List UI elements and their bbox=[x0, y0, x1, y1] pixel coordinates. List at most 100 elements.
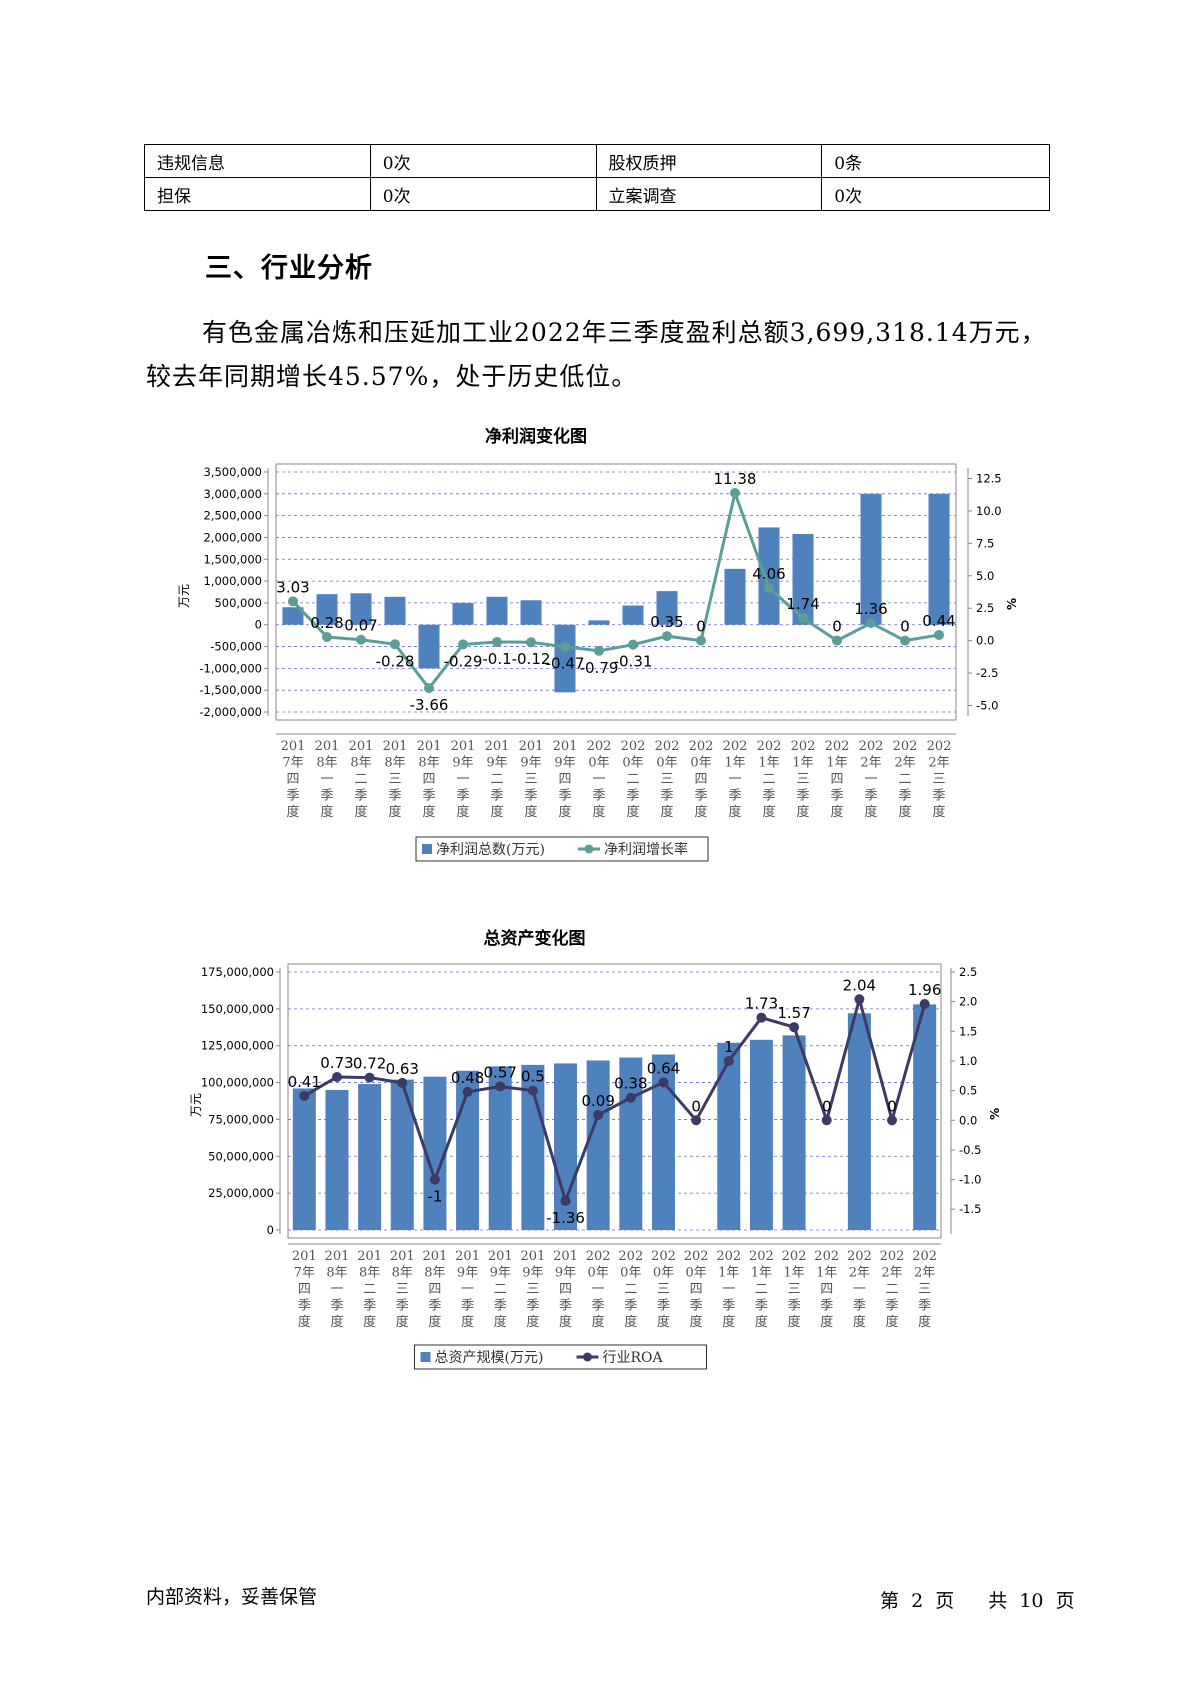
data-label: 0.44 bbox=[922, 612, 955, 630]
table-cell: 立案调查 bbox=[595, 177, 823, 211]
bar bbox=[758, 527, 780, 625]
x-tick-label: 202 2年一季度 bbox=[859, 739, 884, 820]
data-label: 3.03 bbox=[276, 578, 309, 596]
data-label: 11.38 bbox=[714, 470, 757, 488]
table-cell: 0次 bbox=[821, 177, 1050, 211]
data-label: 0.28 bbox=[310, 614, 343, 632]
bar bbox=[588, 620, 610, 625]
line-point bbox=[356, 634, 366, 645]
data-label: 0 bbox=[696, 618, 706, 636]
x-tick-label: 202 2年二季度 bbox=[893, 739, 918, 820]
line-point bbox=[900, 635, 910, 646]
line-point bbox=[628, 639, 638, 650]
x-tick-label: 202 1年三季度 bbox=[791, 739, 816, 820]
y-tick-label: -1,500,000 bbox=[199, 683, 262, 697]
y2-tick-label: 5.0 bbox=[976, 569, 994, 583]
y2-tick-label: 7.5 bbox=[976, 536, 994, 550]
bar bbox=[423, 1076, 447, 1230]
x-tick-label: 201 9年二季度 bbox=[485, 739, 510, 820]
y-tick-label: -2,000,000 bbox=[199, 705, 262, 719]
line-point bbox=[458, 639, 468, 650]
legend-swatch-bar bbox=[422, 844, 432, 854]
data-label: 1 bbox=[724, 1038, 734, 1056]
y-tick-label: 0 bbox=[255, 618, 262, 632]
line-point bbox=[756, 1012, 767, 1023]
bar bbox=[418, 624, 440, 669]
section-title: 三、行业分析 bbox=[205, 253, 373, 284]
legend-swatch-marker bbox=[583, 1352, 592, 1362]
x-tick-label: 202 0年二季度 bbox=[621, 739, 646, 820]
data-label: 0.63 bbox=[386, 1060, 419, 1078]
bar bbox=[749, 1039, 773, 1230]
x-tick-label: 202 0年三季度 bbox=[655, 739, 680, 820]
line-point bbox=[691, 1115, 702, 1126]
y2-tick-label: 1.5 bbox=[959, 1024, 977, 1038]
y-tick-label: 75,000,000 bbox=[208, 1112, 274, 1126]
table-cell: 违规信息 bbox=[144, 144, 371, 178]
legend-box bbox=[415, 836, 709, 862]
x-tick-label: 202 1年一季度 bbox=[716, 1249, 741, 1330]
line-point bbox=[821, 1115, 832, 1126]
footer-confidential: 内部资料，妥善保管 bbox=[146, 1586, 318, 1608]
legend-swatch-marker bbox=[584, 844, 594, 854]
total-assets-chart: 总资产变化图175,000,000150,000,000125,000,0001… bbox=[189, 928, 1002, 1370]
line-point bbox=[593, 1109, 604, 1120]
data-label: -0.1 bbox=[482, 650, 511, 668]
y2-tick-label: 0.0 bbox=[959, 1113, 977, 1127]
data-label: 0.41 bbox=[288, 1073, 321, 1091]
y2-tick-label: -5.0 bbox=[976, 699, 998, 713]
x-tick-label: 202 0年一季度 bbox=[587, 739, 612, 820]
x-tick-label: 201 8年二季度 bbox=[349, 739, 374, 820]
bar bbox=[792, 533, 814, 625]
line-point bbox=[560, 641, 570, 652]
bar bbox=[384, 596, 406, 625]
legend-label-line: 行业ROA bbox=[603, 1350, 664, 1366]
table-cell: 0条 bbox=[821, 144, 1050, 178]
line-point bbox=[934, 629, 944, 640]
bar bbox=[488, 1066, 512, 1230]
bar bbox=[622, 605, 644, 625]
line-point bbox=[662, 631, 672, 642]
x-tick-label: 202 1年一季度 bbox=[723, 739, 748, 820]
data-label: 1.73 bbox=[745, 995, 778, 1013]
bar bbox=[292, 1088, 316, 1230]
x-tick-label: 201 8年一季度 bbox=[325, 1249, 350, 1330]
line-point bbox=[625, 1092, 636, 1103]
bar bbox=[520, 600, 542, 625]
line-point bbox=[429, 1174, 440, 1185]
x-tick-label: 201 8年四季度 bbox=[423, 1249, 448, 1330]
data-label: 0.09 bbox=[581, 1092, 614, 1110]
plot-frame bbox=[287, 963, 942, 1239]
bar bbox=[486, 596, 508, 625]
data-label: 0.07 bbox=[344, 617, 377, 635]
x-tick-label: 202 1年二季度 bbox=[749, 1249, 774, 1330]
bar bbox=[656, 591, 678, 625]
y-tick-label: 500,000 bbox=[214, 596, 262, 610]
line-point bbox=[495, 1081, 506, 1092]
data-label: 0 bbox=[832, 618, 842, 636]
y-axis-label: 万元 bbox=[189, 1093, 203, 1117]
y-tick-label: 175,000,000 bbox=[201, 965, 274, 979]
legend-label-bars: 总资产规模(万元) bbox=[435, 1350, 544, 1366]
bar bbox=[358, 1084, 382, 1230]
y2-tick-label: -1.5 bbox=[959, 1202, 981, 1216]
analysis-paragraph: 有色金属冶炼和压延加工业2022年三季度盈利总额3,699,318.14万元，较… bbox=[146, 318, 1047, 391]
data-label: 1.74 bbox=[786, 595, 819, 613]
x-tick-label: 202 0年四季度 bbox=[689, 739, 714, 820]
bar bbox=[860, 493, 882, 625]
line-point bbox=[492, 636, 502, 647]
data-label: -0.47 bbox=[546, 655, 585, 673]
y2-axis-label: % bbox=[988, 1108, 1002, 1120]
x-tick-label: 201 9年四季度 bbox=[553, 739, 578, 820]
x-tick-label: 202 2年一季度 bbox=[847, 1249, 872, 1330]
legend-box bbox=[414, 1344, 707, 1370]
total-prefix: 共 bbox=[988, 1590, 1008, 1612]
y-tick-label: 1,000,000 bbox=[203, 574, 262, 588]
x-tick-label: 201 7年四季度 bbox=[281, 739, 306, 820]
data-label: -1 bbox=[427, 1188, 442, 1206]
page-suffix: 页 bbox=[935, 1590, 955, 1612]
data-label: 0.72 bbox=[353, 1055, 386, 1073]
y-tick-label: -500,000 bbox=[210, 640, 262, 654]
data-label: -0.79 bbox=[580, 659, 619, 677]
x-tick-label: 202 1年二季度 bbox=[757, 739, 782, 820]
